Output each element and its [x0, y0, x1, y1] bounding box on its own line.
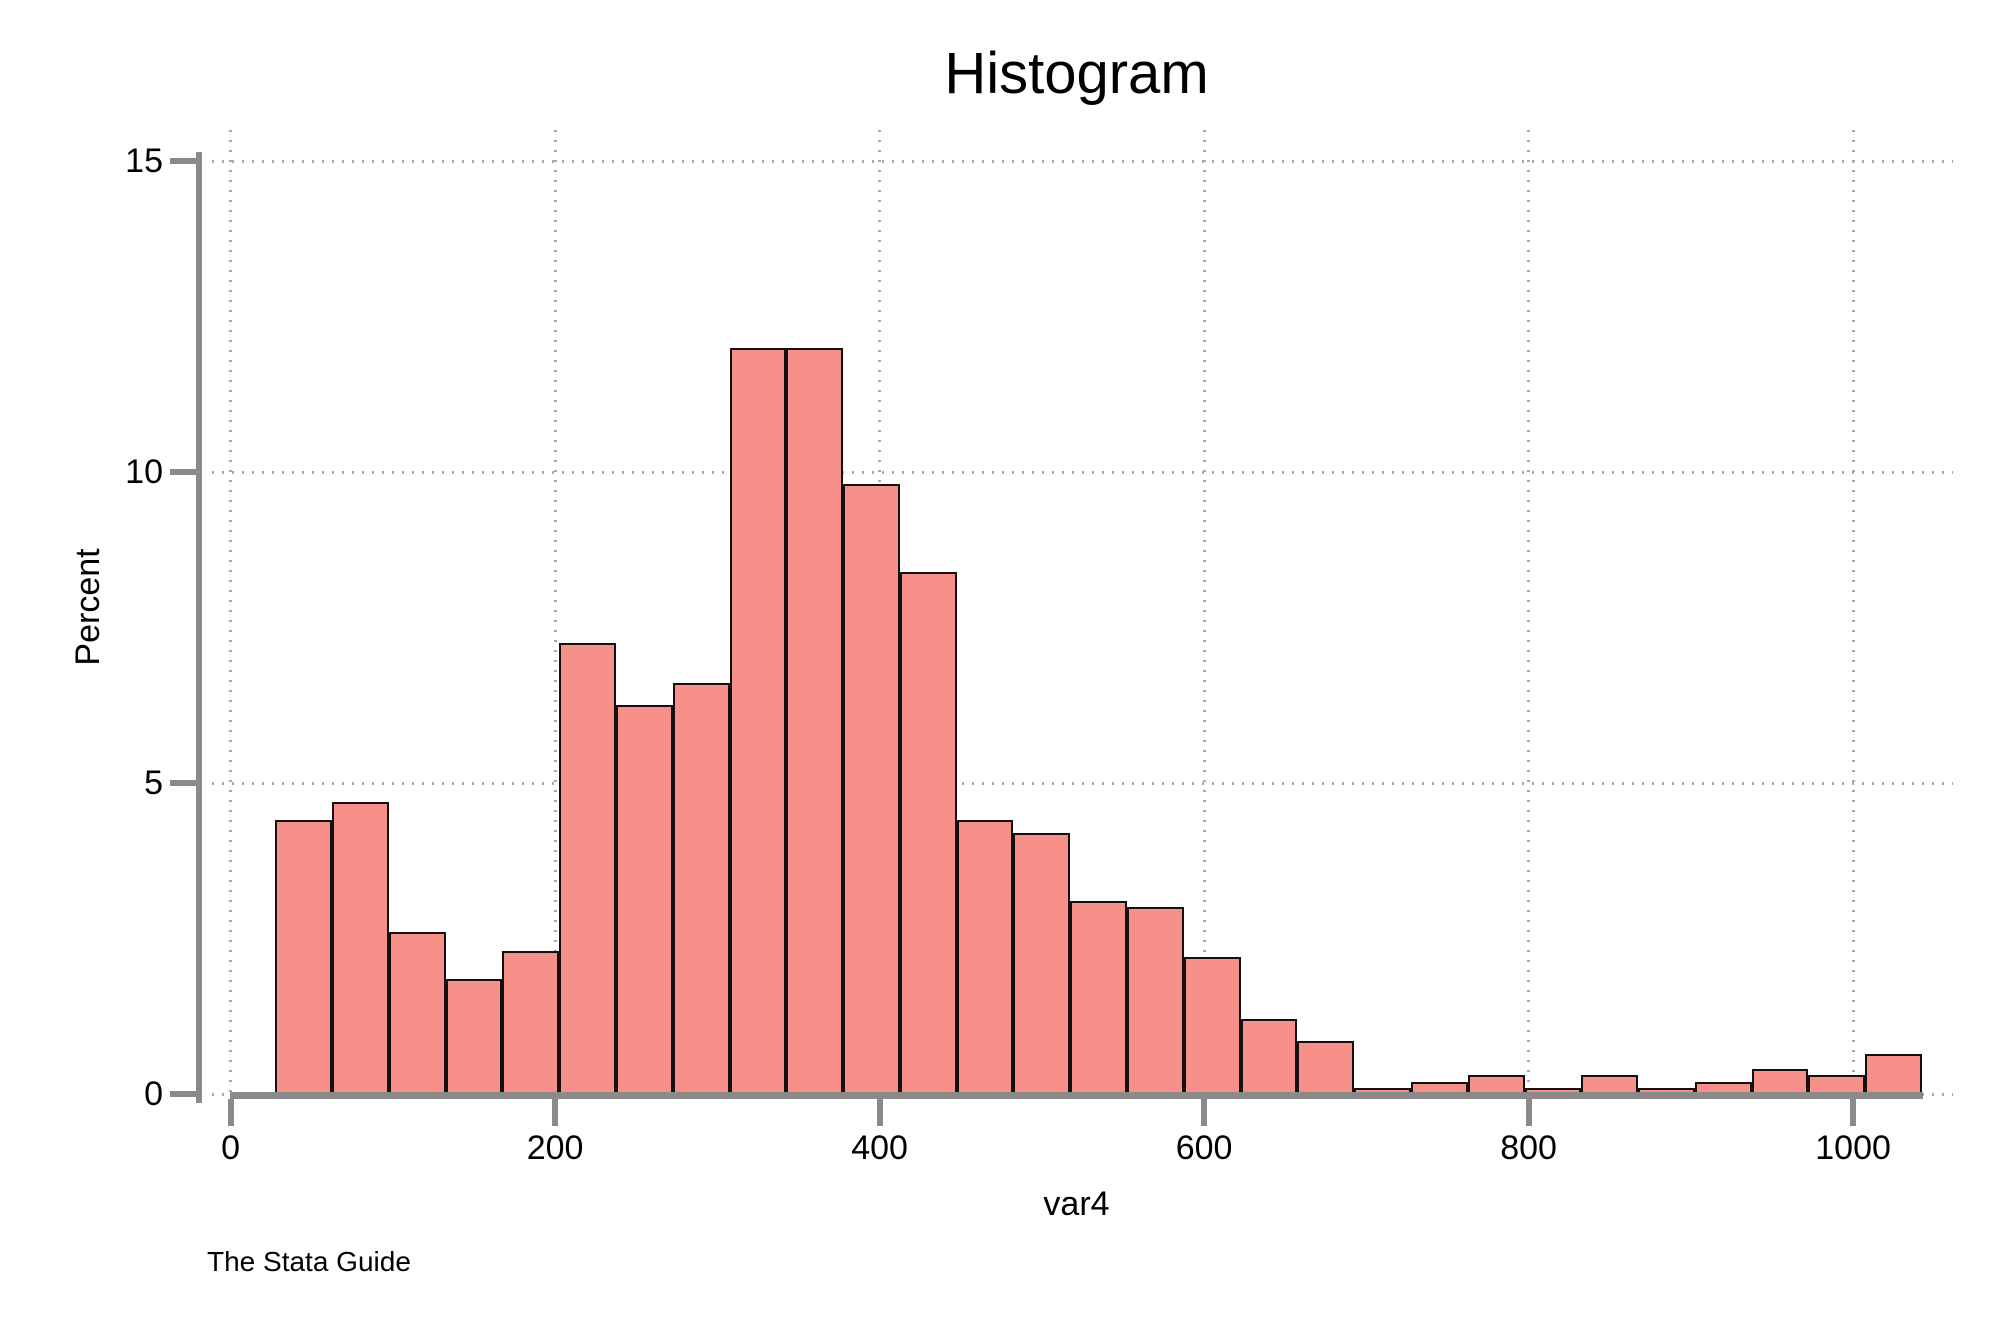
y-tick-10: [170, 469, 196, 475]
y-tick-5: [170, 780, 196, 786]
gridline-x-600: [1202, 130, 1206, 1094]
histogram-bar: [559, 643, 616, 1094]
chart-title: Histogram: [944, 41, 1209, 106]
y-axis-line: [196, 152, 202, 1103]
gridline-x-1000: [1851, 130, 1855, 1094]
histogram-bar: [1183, 957, 1241, 1094]
y-tick-0: [170, 1091, 196, 1097]
x-tick-label-0: 0: [221, 1129, 241, 1167]
x-tick-800: [1525, 1099, 1532, 1126]
histogram-bar: [843, 484, 900, 1094]
x-tick-label-600: 600: [1175, 1129, 1233, 1167]
y-tick-label-5: 5: [144, 764, 163, 802]
histogram-bar: [615, 705, 673, 1094]
histogram-bar: [388, 932, 446, 1094]
histogram-bar: [956, 820, 1014, 1094]
gridline-y-10: [212, 471, 1953, 474]
x-tick-400: [876, 1099, 883, 1126]
gridline-y-15: [212, 160, 1953, 163]
y-tick-15: [170, 158, 196, 164]
gridline-x-200: [553, 130, 557, 1094]
gridline-y-5: [212, 782, 1953, 785]
histogram-bar: [672, 683, 730, 1094]
y-tick-label-10: 10: [125, 453, 163, 491]
histogram-bar: [1865, 1053, 1923, 1094]
source-note: The Stata Guide: [207, 1246, 411, 1277]
histogram-bar: [786, 347, 844, 1094]
histogram-bar: [445, 978, 503, 1094]
x-tick-label-400: 400: [851, 1129, 908, 1167]
x-tick-label-1000: 1000: [1815, 1129, 1891, 1167]
histogram-bar: [275, 820, 332, 1094]
gridline-x-0: [229, 130, 233, 1094]
x-tick-label-200: 200: [526, 1129, 584, 1167]
y-tick-label-0: 0: [144, 1075, 163, 1113]
histogram-bar: [1127, 907, 1184, 1094]
y-tick-label-15: 15: [125, 142, 163, 180]
histogram-bar: [1297, 1041, 1355, 1094]
x-tick-0: [227, 1099, 234, 1126]
histogram-bar: [502, 950, 560, 1094]
x-tick-label-800: 800: [1500, 1129, 1557, 1167]
x-tick-1000: [1850, 1099, 1857, 1126]
x-tick-600: [1201, 1099, 1208, 1126]
histogram-bar: [1240, 1019, 1298, 1094]
histogram-bar: [1070, 901, 1128, 1094]
x-axis-title: var4: [1043, 1185, 1110, 1223]
histogram-bar: [899, 571, 957, 1094]
histogram-bar: [729, 347, 787, 1094]
histogram-bar: [1751, 1069, 1809, 1094]
x-tick-200: [552, 1099, 559, 1126]
gridline-x-800: [1527, 130, 1531, 1094]
histogram-bar: [1013, 832, 1071, 1094]
histogram-bar: [332, 801, 389, 1094]
x-axis-line: [230, 1092, 1923, 1099]
